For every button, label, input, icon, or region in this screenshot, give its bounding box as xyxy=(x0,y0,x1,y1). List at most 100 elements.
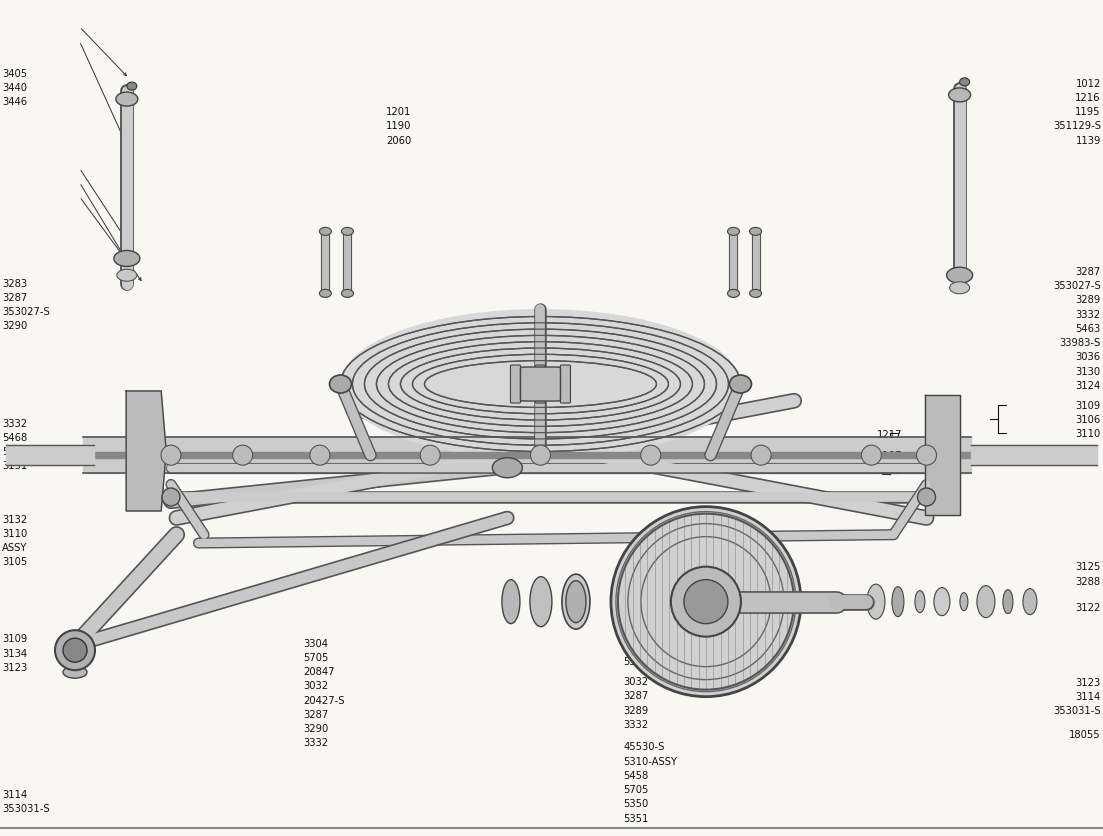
Circle shape xyxy=(63,639,87,662)
Text: 5330: 5330 xyxy=(623,656,649,666)
Text: 353031-S: 353031-S xyxy=(364,372,411,382)
Text: 1012: 1012 xyxy=(1075,79,1101,89)
Text: 3289: 3289 xyxy=(623,705,649,715)
Text: 1105: 1105 xyxy=(927,457,952,467)
Circle shape xyxy=(420,446,440,466)
Ellipse shape xyxy=(949,89,971,103)
Circle shape xyxy=(162,488,180,507)
FancyBboxPatch shape xyxy=(511,365,521,404)
Text: 1202: 1202 xyxy=(877,465,902,475)
Text: 351129-S: 351129-S xyxy=(1052,121,1101,131)
Text: 3332: 3332 xyxy=(623,719,649,729)
Ellipse shape xyxy=(114,251,140,268)
Text: 3122: 3122 xyxy=(1075,602,1101,612)
Circle shape xyxy=(917,446,936,466)
Text: 3123: 3123 xyxy=(1075,677,1101,687)
Text: 1217: 1217 xyxy=(877,430,902,440)
Text: 3131: 3131 xyxy=(2,461,28,471)
Circle shape xyxy=(751,446,771,466)
Text: 1139: 1139 xyxy=(1075,135,1101,145)
Ellipse shape xyxy=(750,228,761,236)
Ellipse shape xyxy=(342,228,353,236)
Text: 353031-S: 353031-S xyxy=(1053,706,1101,716)
Circle shape xyxy=(161,446,181,466)
Text: 3287: 3287 xyxy=(1075,267,1101,277)
Ellipse shape xyxy=(1003,590,1013,614)
Text: 3125: 3125 xyxy=(1075,562,1101,572)
Text: 5310-ASSY: 5310-ASSY xyxy=(623,756,677,766)
Ellipse shape xyxy=(320,290,331,298)
Text: 3124: 3124 xyxy=(1075,380,1101,390)
Text: 5362: 5362 xyxy=(623,642,649,652)
Circle shape xyxy=(861,446,881,466)
Text: 20847: 20847 xyxy=(303,666,335,676)
Text: 5458: 5458 xyxy=(623,770,649,780)
Circle shape xyxy=(918,488,935,507)
Text: 5463: 5463 xyxy=(1075,324,1101,334)
Text: 3010: 3010 xyxy=(364,386,389,396)
Text: 3134: 3134 xyxy=(2,648,28,658)
FancyBboxPatch shape xyxy=(535,365,546,404)
Ellipse shape xyxy=(566,581,586,623)
Ellipse shape xyxy=(728,228,739,236)
Ellipse shape xyxy=(320,228,331,236)
Text: 3332: 3332 xyxy=(2,418,28,428)
Ellipse shape xyxy=(561,574,590,630)
Text: 3287: 3287 xyxy=(2,293,28,303)
Circle shape xyxy=(641,446,661,466)
Circle shape xyxy=(671,567,741,637)
FancyBboxPatch shape xyxy=(521,368,560,401)
Text: 5705: 5705 xyxy=(303,652,329,662)
Text: 3114: 3114 xyxy=(2,789,28,799)
Text: 5468: 5468 xyxy=(2,432,28,442)
Circle shape xyxy=(55,630,95,670)
Text: 3440: 3440 xyxy=(2,83,28,93)
Ellipse shape xyxy=(750,290,761,298)
Text: 3106: 3106 xyxy=(1075,415,1101,425)
Text: 3446: 3446 xyxy=(2,97,28,107)
Ellipse shape xyxy=(342,290,353,298)
Ellipse shape xyxy=(934,588,950,616)
Text: 5705: 5705 xyxy=(623,784,649,794)
Text: 3109: 3109 xyxy=(1075,400,1101,410)
Text: 18055: 18055 xyxy=(1069,729,1101,739)
Polygon shape xyxy=(126,391,167,512)
Text: ASSY: ASSY xyxy=(2,543,28,553)
Text: 1216: 1216 xyxy=(1075,93,1101,103)
Text: 3290: 3290 xyxy=(2,321,28,331)
Text: 20427-S: 20427-S xyxy=(303,695,345,705)
Ellipse shape xyxy=(960,593,968,611)
Text: 1195: 1195 xyxy=(1075,107,1101,117)
Text: 3332: 3332 xyxy=(1075,309,1101,319)
Text: 3036: 3036 xyxy=(1075,352,1101,362)
Ellipse shape xyxy=(116,93,138,107)
Text: 3283: 3283 xyxy=(2,278,28,288)
Text: 1190: 1190 xyxy=(386,121,411,131)
Circle shape xyxy=(531,446,550,466)
Text: 5463: 5463 xyxy=(2,446,28,456)
Text: 2060: 2060 xyxy=(386,135,411,145)
Text: 45530-S: 45530-S xyxy=(623,742,665,752)
Text: 5350: 5350 xyxy=(623,798,649,808)
Text: 3290: 3290 xyxy=(303,723,329,733)
Ellipse shape xyxy=(729,375,751,394)
Text: 3287: 3287 xyxy=(623,691,649,701)
Text: 3287: 3287 xyxy=(303,709,329,719)
Ellipse shape xyxy=(946,268,973,284)
Ellipse shape xyxy=(728,290,739,298)
Text: 353027-S: 353027-S xyxy=(2,307,50,317)
Ellipse shape xyxy=(117,270,137,282)
Text: 1201: 1201 xyxy=(386,107,411,117)
Circle shape xyxy=(233,446,253,466)
Text: 3032: 3032 xyxy=(303,681,329,691)
Text: 5351: 5351 xyxy=(623,813,649,823)
Text: 3123: 3123 xyxy=(2,662,28,672)
Text: 33983-S: 33983-S xyxy=(1060,338,1101,348)
Text: 353031-S: 353031-S xyxy=(2,803,50,813)
Ellipse shape xyxy=(341,309,740,460)
Text: 353027-S: 353027-S xyxy=(1053,281,1101,291)
Text: 3332: 3332 xyxy=(303,737,329,747)
Ellipse shape xyxy=(914,591,925,613)
FancyBboxPatch shape xyxy=(560,365,570,404)
Ellipse shape xyxy=(950,283,970,294)
